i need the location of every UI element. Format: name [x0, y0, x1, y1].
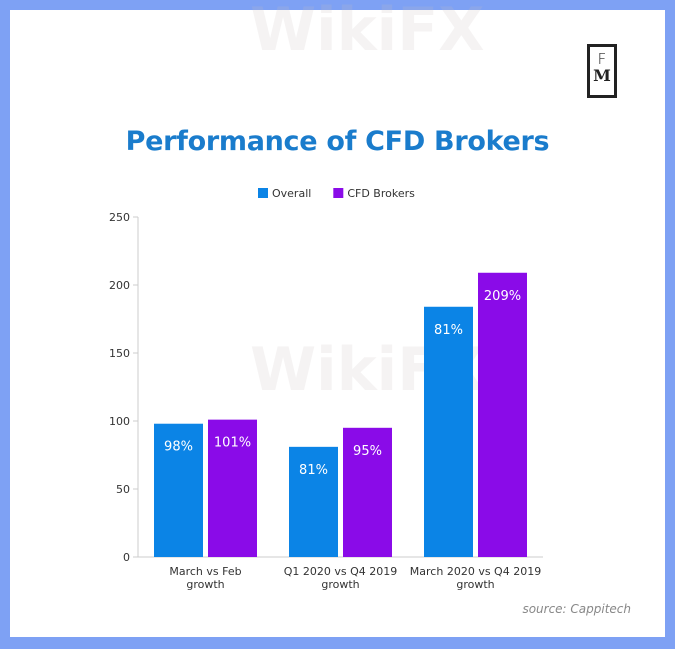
source-note: source: Cappitech: [522, 602, 631, 616]
data-label: 81%: [299, 463, 328, 478]
chart-title: Performance of CFD Brokers: [125, 126, 550, 157]
data-label: 81%: [434, 323, 463, 338]
y-tick-label: 200: [109, 279, 130, 292]
legend-swatch: [333, 188, 344, 198]
data-label: 98%: [164, 440, 193, 455]
x-tick-label: growth: [456, 578, 494, 591]
legend-label: Overall: [272, 187, 311, 200]
y-tick-label: 100: [109, 415, 130, 428]
bar-overall: [289, 446, 338, 557]
data-label: 101%: [214, 436, 251, 451]
legend-label: CFD Brokers: [347, 187, 415, 200]
y-tick-label: 0: [123, 551, 130, 564]
x-tick-label: March 2020 vs Q4 2019: [410, 565, 541, 578]
x-tick-label: Q1 2020 vs Q4 2019: [284, 565, 398, 578]
x-tick-label: growth: [321, 578, 359, 591]
bar-cfd-brokers: [343, 427, 392, 557]
data-label: 209%: [484, 289, 521, 304]
bar-cfd-brokers: [478, 272, 527, 557]
data-label: 95%: [353, 444, 382, 459]
legend-swatch: [258, 188, 268, 198]
bar-cfd-brokers: [208, 419, 257, 557]
watermark: WikiFX: [250, 0, 485, 65]
bar-overall: [424, 306, 473, 557]
y-tick-label: 150: [109, 347, 130, 360]
x-tick-label: March vs Feb: [169, 565, 241, 578]
x-tick-label: growth: [186, 578, 224, 591]
y-tick-label: 250: [109, 211, 130, 224]
bar-overall: [154, 423, 203, 557]
y-tick-label: 50: [116, 483, 130, 496]
